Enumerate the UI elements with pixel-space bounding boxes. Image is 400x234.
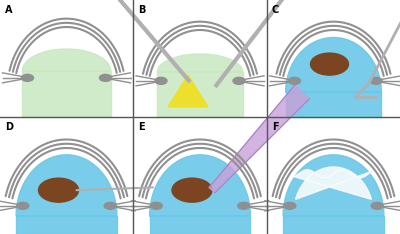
Ellipse shape xyxy=(370,77,382,84)
Polygon shape xyxy=(294,167,373,199)
Ellipse shape xyxy=(100,74,112,81)
Ellipse shape xyxy=(17,202,29,209)
Ellipse shape xyxy=(150,202,162,209)
Polygon shape xyxy=(150,155,250,216)
Polygon shape xyxy=(22,49,111,71)
Polygon shape xyxy=(286,92,381,117)
Polygon shape xyxy=(294,167,373,199)
Polygon shape xyxy=(209,85,309,193)
Text: D: D xyxy=(5,122,13,132)
Text: C: C xyxy=(272,5,279,15)
Polygon shape xyxy=(16,155,117,216)
Ellipse shape xyxy=(238,202,250,209)
Polygon shape xyxy=(157,72,243,117)
Ellipse shape xyxy=(38,178,78,202)
Ellipse shape xyxy=(104,202,116,209)
Ellipse shape xyxy=(172,178,212,202)
Polygon shape xyxy=(22,71,111,117)
Ellipse shape xyxy=(233,77,245,84)
Ellipse shape xyxy=(22,74,34,81)
Ellipse shape xyxy=(155,77,167,84)
Ellipse shape xyxy=(310,53,348,75)
Text: B: B xyxy=(138,5,145,15)
Polygon shape xyxy=(286,37,381,92)
Polygon shape xyxy=(16,216,117,234)
Polygon shape xyxy=(283,216,384,234)
Text: E: E xyxy=(138,122,145,132)
Text: A: A xyxy=(5,5,12,15)
Polygon shape xyxy=(157,54,243,72)
Ellipse shape xyxy=(371,202,383,209)
Polygon shape xyxy=(150,216,250,234)
Ellipse shape xyxy=(284,202,296,209)
Polygon shape xyxy=(283,155,384,216)
Ellipse shape xyxy=(288,77,300,84)
Text: F: F xyxy=(272,122,279,132)
Polygon shape xyxy=(168,75,208,107)
